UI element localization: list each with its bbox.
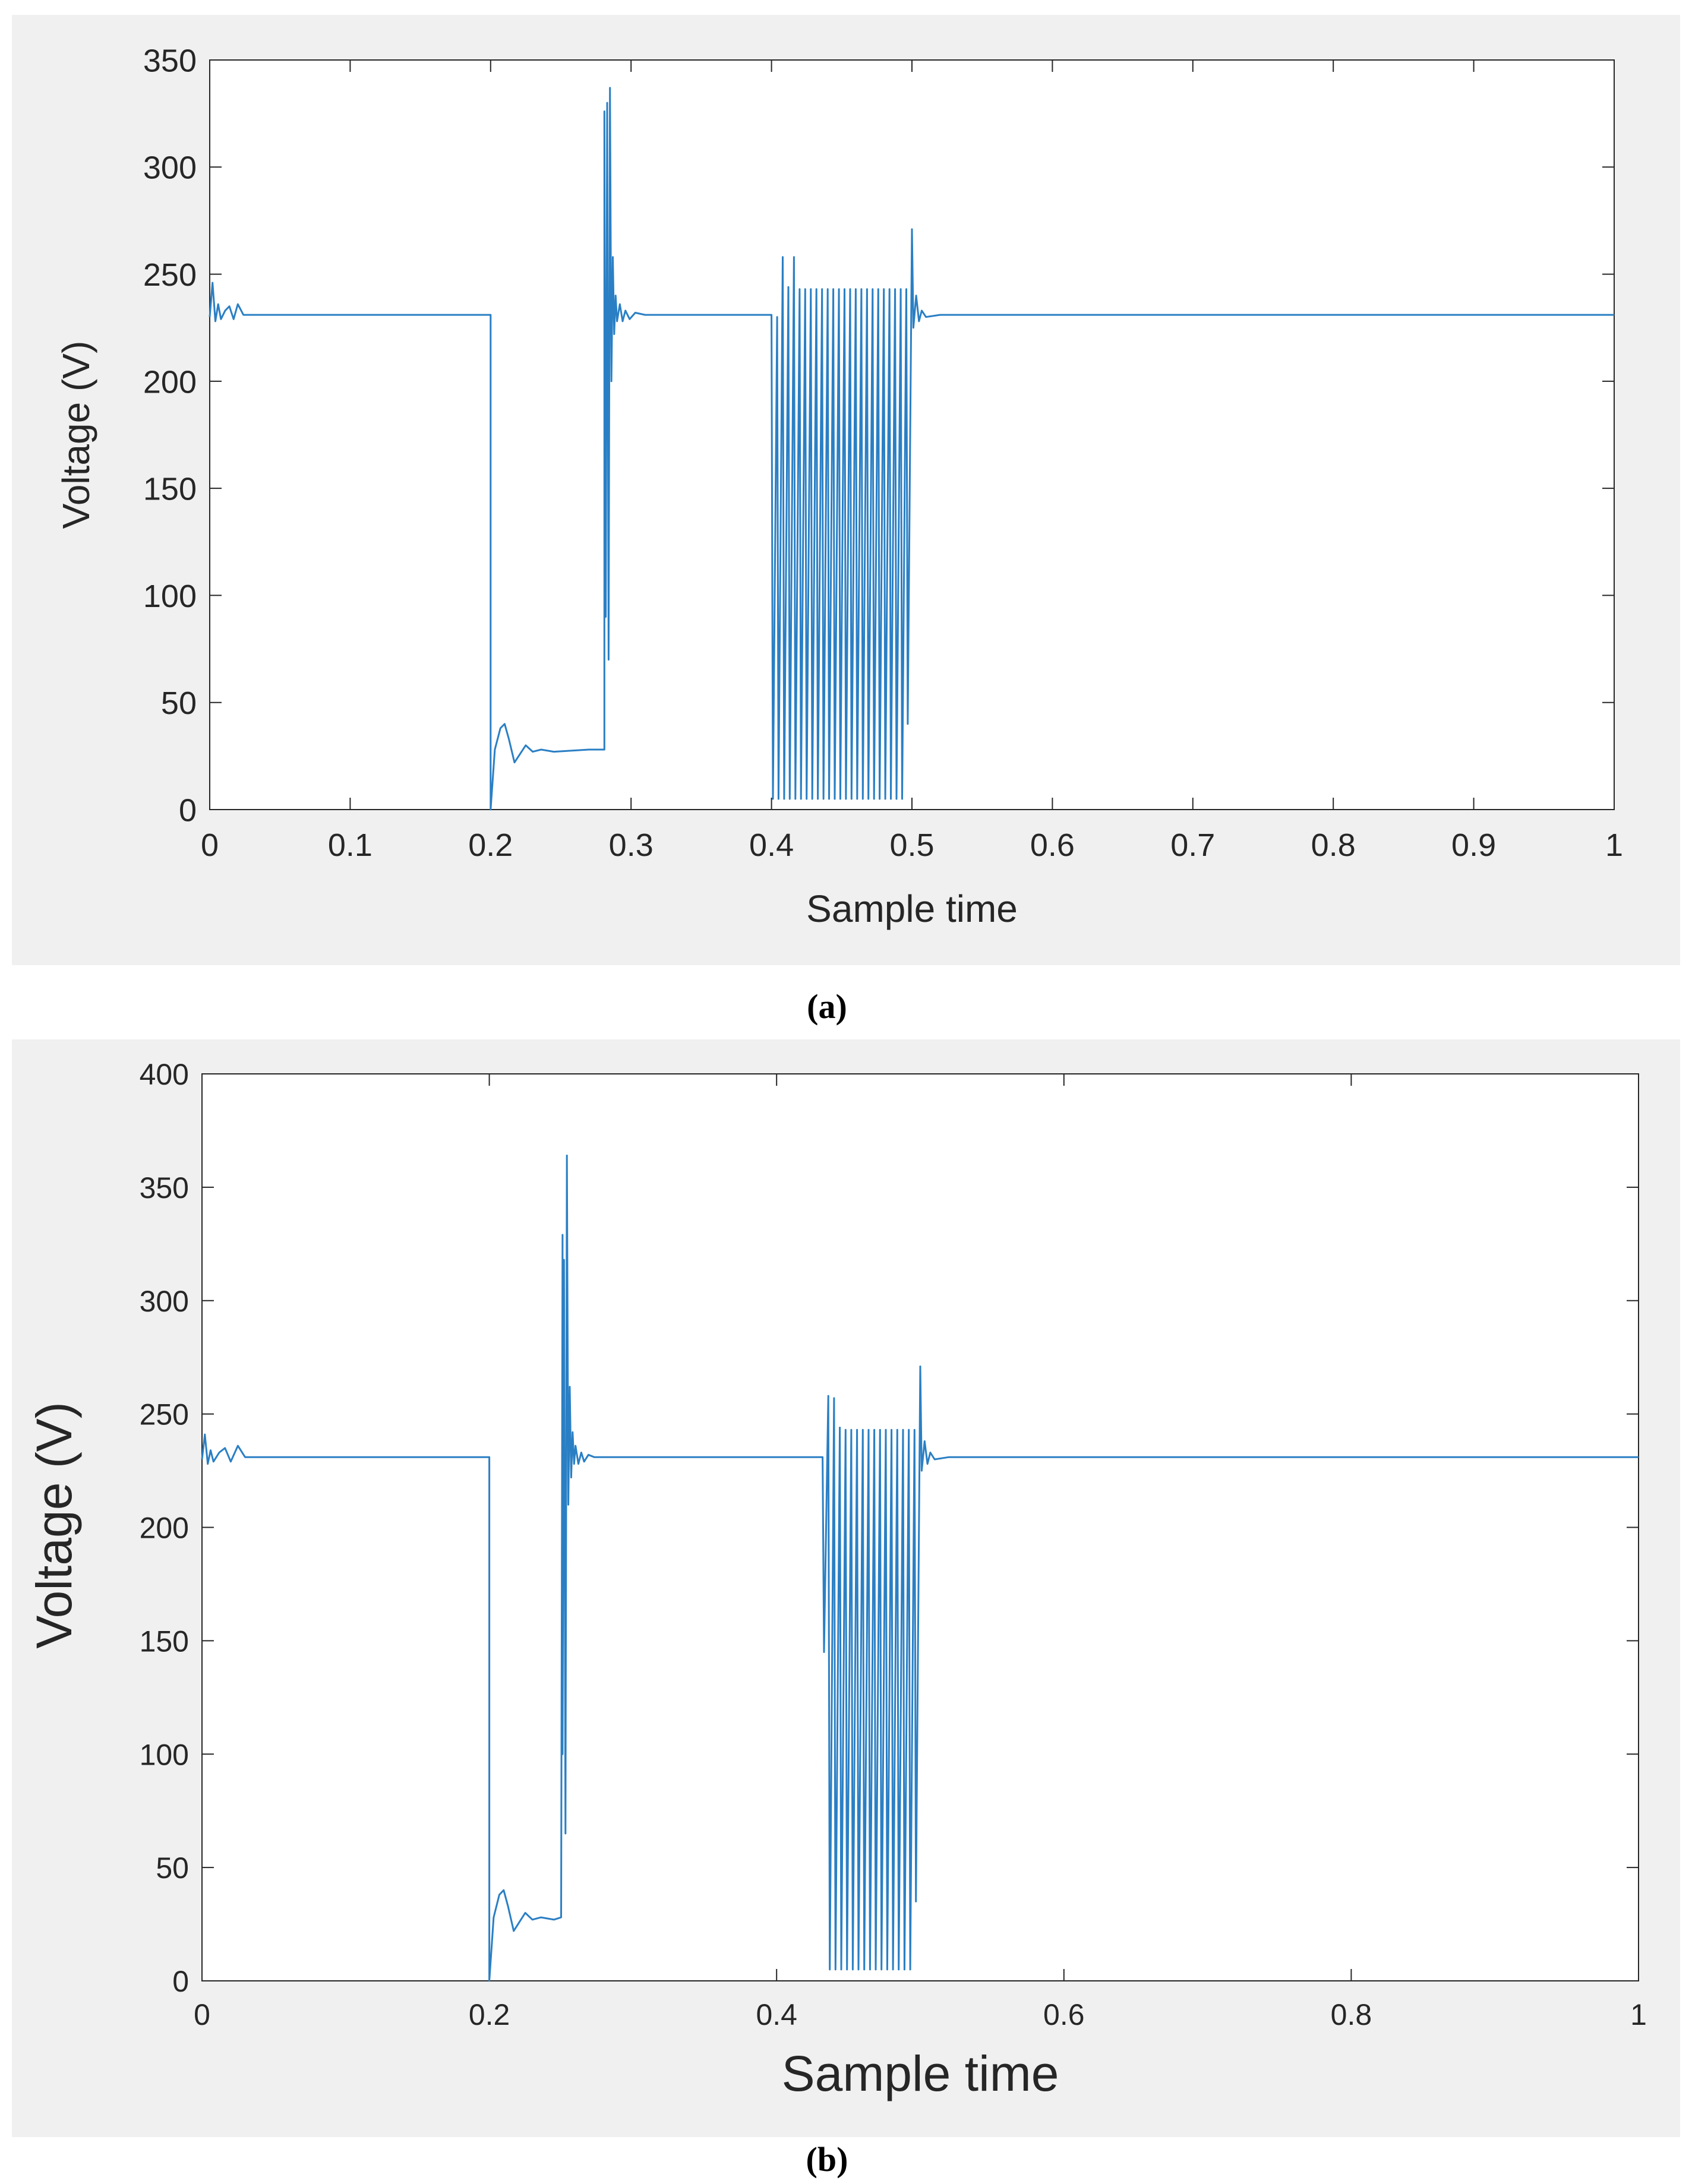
y-tick-label: 150 [140, 1624, 189, 1658]
y-tick-label: 250 [140, 1398, 189, 1431]
y-tick-label: 300 [143, 150, 197, 186]
x-axis-label-b: Sample time [782, 2046, 1059, 2101]
y-tick-label: 100 [143, 579, 197, 614]
x-tick-label: 0.7 [1170, 827, 1215, 863]
chart-panel-a: 0 0.1 0.2 0.3 0.4 0.5 0.6 0.7 0.8 0.9 1 0 50 100 150 20… [12, 15, 1680, 965]
y-tick-label: 400 [140, 1058, 189, 1091]
plot-area-b [201, 1073, 1639, 1981]
y-tick-label: 100 [140, 1738, 189, 1771]
voltage-line-b [201, 1154, 1639, 1982]
x-tick-label: 0.2 [469, 1998, 510, 2031]
y-tick-label: 200 [143, 364, 197, 400]
x-tick-label: 0.2 [468, 827, 513, 863]
axis-ticks-b: 0 0.2 0.4 0.6 0.8 1 0 50 100 150 200 250 300 350 400 [140, 1058, 1647, 2031]
caption-b: (b) [806, 2140, 848, 2179]
x-tick-label: 0.6 [1030, 827, 1075, 863]
plot-area-a [209, 59, 1615, 810]
x-tick-label: 0.5 [889, 827, 934, 863]
x-tick-label: 0.9 [1451, 827, 1496, 863]
x-tick-label: 0.4 [756, 1998, 797, 2031]
x-tick-label: 0.8 [1331, 1998, 1372, 2031]
y-axis-label-a: Voltage (V) [55, 341, 97, 529]
axis-ticks-a: 0 0.1 0.2 0.3 0.4 0.5 0.6 0.7 0.8 0.9 1 0 50 100 150 20… [143, 43, 1623, 863]
x-tick-label: 0.4 [749, 827, 794, 863]
y-tick-label: 50 [156, 1851, 189, 1885]
y-tick-label: 0 [172, 1965, 189, 1998]
y-axis-label-b: Voltage (V) [26, 1402, 82, 1649]
y-tick-label: 350 [140, 1171, 189, 1205]
y-tick-label: 250 [143, 257, 197, 293]
x-tick-label: 0 [201, 827, 219, 863]
x-tick-label: 1 [1605, 827, 1623, 863]
x-tick-label: 0.3 [609, 827, 654, 863]
y-tick-label: 50 [161, 685, 197, 721]
x-tick-label: 0.1 [328, 827, 373, 863]
y-tick-label: 200 [140, 1512, 189, 1545]
y-tick-label: 0 [179, 792, 197, 828]
y-tick-label: 350 [143, 43, 197, 78]
chart-panel-b: 0 0.2 0.4 0.6 0.8 1 0 50 100 150 200 250 300 350 400 S… [12, 1039, 1680, 2137]
x-axis-label-a: Sample time [806, 887, 1018, 930]
x-tick-label: 0.8 [1311, 827, 1356, 863]
x-tick-label: 0 [194, 1998, 210, 2031]
x-tick-label: 1 [1630, 1998, 1647, 2031]
voltage-line-a [209, 87, 1614, 811]
caption-a: (a) [807, 987, 847, 1026]
y-tick-label: 300 [140, 1285, 189, 1318]
x-tick-label: 0.6 [1043, 1998, 1085, 2031]
y-tick-label: 150 [143, 472, 197, 507]
